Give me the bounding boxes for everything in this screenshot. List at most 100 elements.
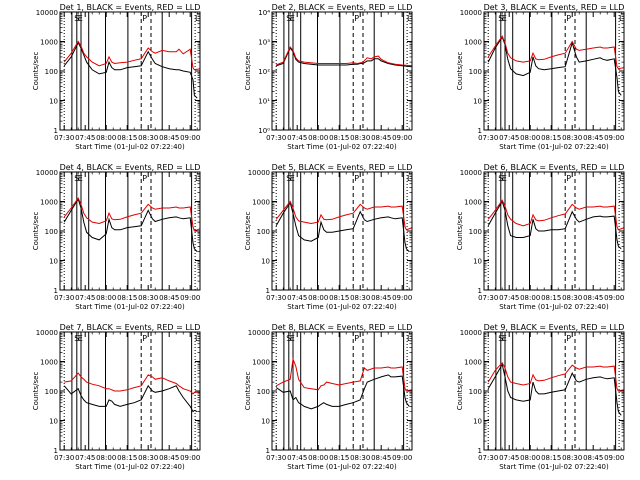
x-tick-label: 09:00 <box>604 294 624 302</box>
y-axis-label: Counts/sec <box>456 212 464 251</box>
y-tick-label: 100 <box>469 228 482 236</box>
event-marker-l: L <box>619 334 624 343</box>
event-marker-p: P <box>142 174 147 183</box>
x-tick-label: 08:00 <box>308 454 328 462</box>
x-tick-label: 09:00 <box>392 294 412 302</box>
event-marker-s: S <box>498 334 503 343</box>
panel-title: Det 6, BLACK = Events, RED = LLD <box>484 163 625 172</box>
event-marker-e: E <box>290 174 295 183</box>
x-axis-label: Start Time (01-Jul-02 07:22:40) <box>75 303 185 311</box>
series-lld-line <box>64 372 200 395</box>
x-tick-label: 08:15 <box>541 134 561 142</box>
x-tick-label: 07:45 <box>499 294 519 302</box>
event-marker-e: E <box>290 334 295 343</box>
x-tick-label: 08:00 <box>520 294 540 302</box>
panel-det-8: Det 8, BLACK = Events, RED = LLD SE P L 1 10 1… <box>244 323 413 471</box>
x-tick-label: 08:45 <box>583 294 603 302</box>
panel-det-9: Det 9, BLACK = Events, RED = LLD SE P L 1 10 1… <box>456 323 625 471</box>
y-tick-label: 10 <box>49 258 58 266</box>
y-tick-label: 100 <box>469 68 482 76</box>
y-tick-label: 10000 <box>248 169 270 177</box>
series-events-line <box>276 47 413 68</box>
panel-title: Det 4, BLACK = Events, RED = LLD <box>60 163 201 172</box>
event-marker-l: L <box>195 334 200 343</box>
event-marker-e: E <box>502 174 507 183</box>
series-lld-line <box>487 361 625 392</box>
x-tick-label: 08:15 <box>541 294 561 302</box>
y-tick-label: 10² <box>258 68 270 76</box>
y-tick-label: 1 <box>54 127 58 135</box>
y-tick-label: 100 <box>469 388 482 396</box>
event-marker-e: E <box>78 14 83 23</box>
event-marker-p: P <box>566 14 571 23</box>
y-tick-label: 10 <box>261 418 270 426</box>
x-tick-label: 08:00 <box>520 134 540 142</box>
panel-det-1: Det 1, BLACK = Events, RED = LLD SE P L 1 10 1… <box>32 3 201 151</box>
x-tick-label: 08:30 <box>138 294 158 302</box>
y-tick-label: 10⁴ <box>258 9 270 17</box>
x-tick-label: 08:15 <box>329 454 349 462</box>
event-marker-e: E <box>502 14 507 23</box>
panel-det-3: Det 3, BLACK = Events, RED = LLD SE P L 1 10 1… <box>456 3 625 151</box>
x-axis-label: Start Time (01-Jul-02 07:22:40) <box>75 143 185 151</box>
x-tick-label: 07:45 <box>75 454 95 462</box>
event-marker-s: S <box>74 14 79 23</box>
x-tick-label: 07:30 <box>478 134 498 142</box>
x-tick-label: 08:45 <box>583 454 603 462</box>
x-tick-label: 07:45 <box>499 454 519 462</box>
x-tick-label: 08:30 <box>138 134 158 142</box>
x-tick-label: 09:00 <box>180 294 200 302</box>
x-tick-label: 08:00 <box>96 454 116 462</box>
y-tick-label: 10 <box>473 98 482 106</box>
event-marker-e: E <box>78 334 83 343</box>
x-tick-label: 08:45 <box>159 454 179 462</box>
y-tick-label: 1000 <box>252 199 270 207</box>
y-tick-label: 100 <box>257 388 270 396</box>
y-tick-label: 1 <box>478 287 482 295</box>
y-tick-label: 10000 <box>248 329 270 337</box>
x-tick-label: 08:15 <box>329 294 349 302</box>
event-marker-p: P <box>566 334 571 343</box>
y-tick-label: 1 <box>266 287 270 295</box>
y-axis-label: Counts/sec <box>244 212 252 251</box>
x-tick-label: 07:45 <box>287 454 307 462</box>
x-tick-label: 08:45 <box>371 294 391 302</box>
y-tick-label: 10¹ <box>258 98 270 106</box>
y-tick-label: 1 <box>54 447 58 455</box>
y-tick-label: 1 <box>478 447 482 455</box>
panel-title: Det 9, BLACK = Events, RED = LLD <box>484 323 625 332</box>
panel-det-5: Det 5, BLACK = Events, RED = LLD SE P L 1 10 1… <box>244 163 413 311</box>
series-events-line <box>63 41 198 99</box>
panel-det-7: Det 7, BLACK = Events, RED = LLD SE P L 1 10 1… <box>32 323 201 471</box>
x-axis-label: Start Time (01-Jul-02 07:22:40) <box>499 143 609 151</box>
x-tick-label: 09:00 <box>180 454 200 462</box>
x-axis-label: Start Time (01-Jul-02 07:22:40) <box>287 303 397 311</box>
x-tick-label: 09:00 <box>392 134 412 142</box>
x-tick-label: 08:30 <box>350 454 370 462</box>
y-tick-label: 1 <box>266 447 270 455</box>
y-tick-label: 1 <box>54 287 58 295</box>
y-axis-label: Counts/sec <box>456 372 464 411</box>
x-tick-label: 07:30 <box>54 294 74 302</box>
y-tick-label: 1000 <box>464 39 482 47</box>
event-marker-l: L <box>195 14 200 23</box>
series-events-line <box>487 363 622 416</box>
y-tick-label: 10000 <box>36 169 58 177</box>
x-axis-label: Start Time (01-Jul-02 07:22:40) <box>287 463 397 471</box>
y-tick-label: 100 <box>45 228 58 236</box>
y-tick-label: 10000 <box>36 329 58 337</box>
x-tick-label: 08:45 <box>159 294 179 302</box>
event-marker-p: P <box>354 174 359 183</box>
x-tick-label: 08:00 <box>96 134 116 142</box>
x-tick-label: 07:45 <box>499 134 519 142</box>
event-marker-l: L <box>407 334 412 343</box>
y-tick-label: 1000 <box>40 359 58 367</box>
y-tick-label: 10 <box>261 258 270 266</box>
panel-det-4: Det 4, BLACK = Events, RED = LLD SE P L 1 10 1… <box>32 163 201 311</box>
event-marker-l: L <box>407 14 412 23</box>
event-marker-p: P <box>566 174 571 183</box>
x-axis-label: Start Time (01-Jul-02 07:22:40) <box>499 303 609 311</box>
x-tick-label: 08:30 <box>562 294 582 302</box>
x-tick-label: 08:30 <box>562 134 582 142</box>
